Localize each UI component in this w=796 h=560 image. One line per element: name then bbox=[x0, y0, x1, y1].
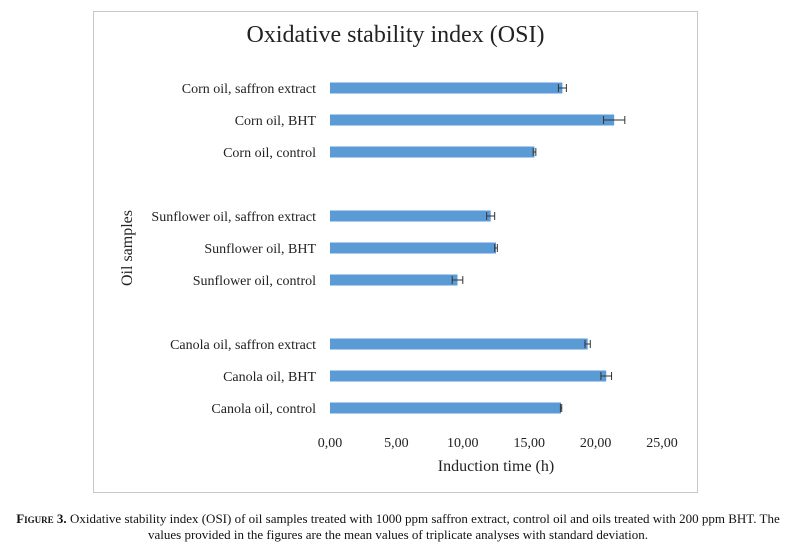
bar bbox=[330, 370, 607, 382]
category-label: Corn oil, saffron extract bbox=[182, 82, 316, 97]
category-label: Corn oil, BHT bbox=[235, 114, 317, 129]
x-axis-title: Induction time (h) bbox=[438, 458, 554, 475]
bar bbox=[330, 402, 562, 414]
x-tick-label: 5,00 bbox=[384, 436, 409, 451]
x-tick-label: 15,00 bbox=[513, 436, 545, 451]
category-label: Corn oil, control bbox=[223, 146, 316, 161]
category-label: Canola oil, BHT bbox=[223, 370, 316, 385]
bar bbox=[330, 210, 491, 222]
bar bbox=[330, 274, 458, 286]
x-tick-label: 25,00 bbox=[646, 436, 678, 451]
figure-caption: Figure 3. Oxidative stability index (OSI… bbox=[8, 511, 788, 543]
bar-chart: Corn oil, saffron extract Corn oil, BHT Co… bbox=[119, 82, 678, 475]
bar bbox=[330, 114, 615, 126]
category-label: Sunflower oil, control bbox=[193, 274, 316, 289]
chart-title: Oxidative stability index (OSI) bbox=[246, 22, 545, 48]
category-label: Canola oil, control bbox=[211, 402, 316, 417]
caption-text: Oxidative stability index (OSI) of oil s… bbox=[66, 511, 780, 542]
bar bbox=[330, 82, 563, 94]
category-label: Canola oil, saffron extract bbox=[170, 338, 316, 353]
y-axis-title: Oil samples bbox=[119, 210, 136, 286]
bar bbox=[330, 146, 535, 158]
bar bbox=[330, 338, 588, 350]
x-tick-label: 20,00 bbox=[580, 436, 612, 451]
category-label: Sunflower oil, saffron extract bbox=[151, 210, 316, 225]
x-tick-label: 10,00 bbox=[447, 436, 479, 451]
x-tick-label: 0,00 bbox=[318, 436, 343, 451]
category-label: Sunflower oil, BHT bbox=[204, 242, 316, 257]
bar bbox=[330, 242, 496, 254]
figure-label: Figure 3. bbox=[16, 511, 67, 526]
